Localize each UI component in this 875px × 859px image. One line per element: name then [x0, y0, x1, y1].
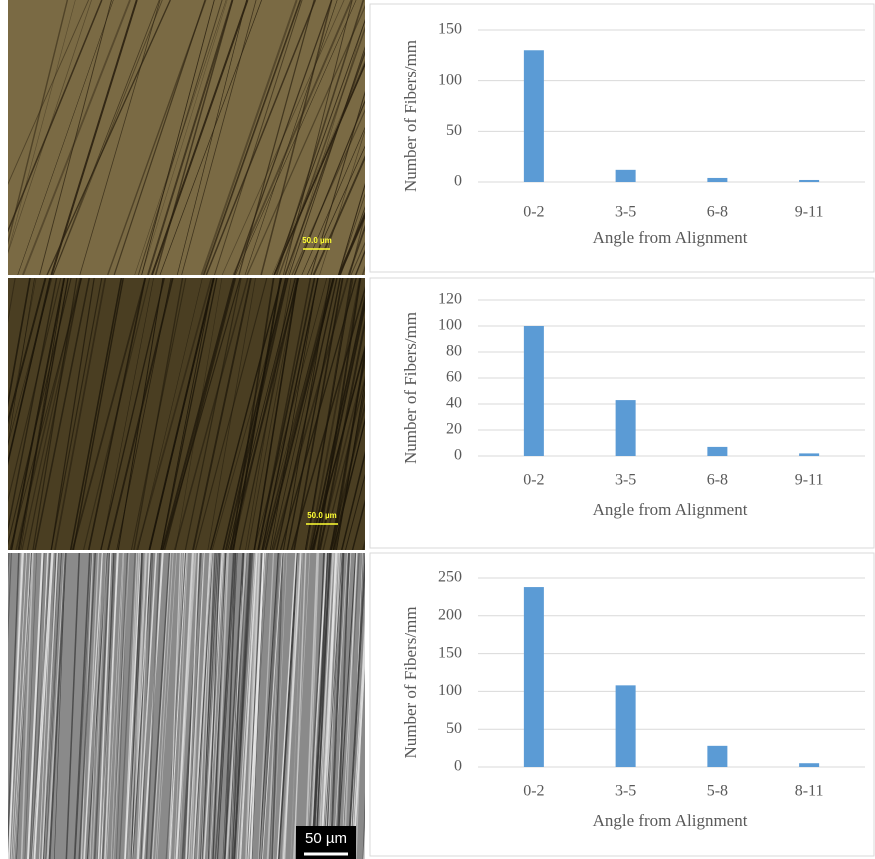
y-tick-label: 150 — [438, 644, 462, 661]
bar — [524, 587, 544, 767]
bar — [524, 50, 544, 182]
fiber — [374, 553, 393, 859]
x-tick-label: 3-5 — [615, 204, 636, 221]
bar — [616, 170, 636, 182]
fiber — [371, 553, 389, 859]
fiber — [385, 0, 477, 275]
fiber — [0, 553, 3, 859]
fiber — [374, 553, 394, 859]
fiber — [364, 553, 381, 859]
fiber — [380, 553, 394, 859]
fiber — [373, 553, 385, 859]
y-tick-label: 40 — [446, 395, 462, 412]
x-tick-label: 9-11 — [795, 204, 824, 221]
bar — [707, 447, 727, 456]
y-tick-label: 0 — [454, 758, 462, 775]
fiber — [0, 553, 9, 859]
bar — [616, 400, 636, 456]
scale-label: 50.0 µm — [302, 236, 332, 245]
x-tick-label: 6-8 — [707, 204, 728, 221]
x-tick-label: 3-5 — [615, 783, 636, 800]
bar — [799, 763, 819, 767]
y-tick-label: 200 — [438, 606, 462, 623]
x-axis-label: Angle from Alignment — [593, 811, 748, 830]
x-axis-label: Angle from Alignment — [593, 500, 748, 519]
fiber — [369, 278, 431, 550]
y-tick-label: 60 — [446, 369, 462, 386]
bar — [707, 178, 727, 182]
y-axis-label: Number of Fibers/mm — [401, 606, 420, 758]
x-tick-label: 0-2 — [523, 472, 544, 489]
fiber — [371, 553, 385, 859]
y-tick-label: 100 — [438, 71, 462, 88]
fiber — [371, 553, 390, 859]
y-tick-label: 0 — [454, 447, 462, 464]
y-tick-label: 80 — [446, 343, 462, 360]
y-tick-label: 100 — [438, 317, 462, 334]
fiber — [372, 0, 486, 275]
bar — [524, 326, 544, 456]
x-tick-label: 5-8 — [707, 783, 728, 800]
y-tick-label: 100 — [438, 682, 462, 699]
fiber — [363, 278, 436, 550]
y-tick-label: 50 — [446, 720, 462, 737]
x-tick-label: 9-11 — [795, 472, 824, 489]
fiber — [0, 553, 3, 859]
fiber — [381, 553, 399, 859]
y-tick-label: 20 — [446, 421, 462, 438]
y-tick-label: 120 — [438, 291, 462, 308]
y-tick-label: 150 — [438, 21, 462, 38]
y-tick-label: 250 — [438, 569, 462, 586]
scale-label: 50 µm — [305, 830, 347, 847]
y-tick-label: 50 — [446, 122, 462, 139]
x-tick-label: 6-8 — [707, 472, 728, 489]
fiber — [366, 278, 433, 550]
x-axis-label: Angle from Alignment — [593, 228, 748, 247]
x-tick-label: 8-11 — [795, 783, 824, 800]
y-tick-label: 0 — [454, 173, 462, 190]
x-tick-label: 0-2 — [523, 783, 544, 800]
fiber — [371, 553, 384, 859]
y-axis-label: Number of Fibers/mm — [401, 40, 420, 192]
bar — [707, 746, 727, 767]
x-tick-label: 0-2 — [523, 204, 544, 221]
bar — [799, 180, 819, 182]
fiber — [371, 553, 390, 859]
fiber — [376, 553, 388, 859]
bar — [799, 453, 819, 456]
x-tick-label: 3-5 — [615, 472, 636, 489]
bar — [616, 685, 636, 767]
y-axis-label: Number of Fibers/mm — [401, 312, 420, 464]
figure: 50.0 µm 50.0 µm 50 µm 0 50 100 150 0-2 3-5 6-8… — [0, 0, 875, 859]
scale-label: 50.0 µm — [307, 511, 337, 520]
